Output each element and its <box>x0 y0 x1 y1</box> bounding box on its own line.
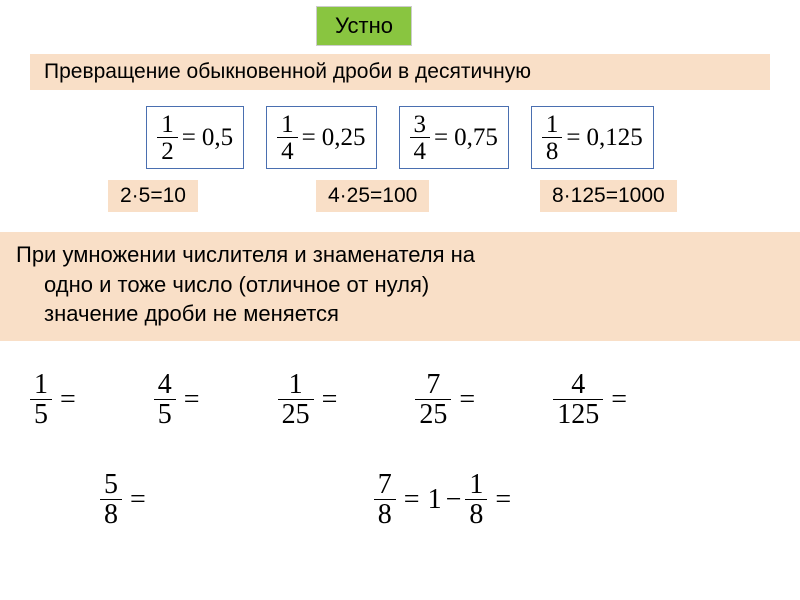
exercise-row-2: 5 8 = 7 8 = 1 − 1 8 = <box>100 470 740 529</box>
fraction: 1 2 <box>157 111 178 164</box>
numerator: 1 <box>157 111 178 137</box>
multiplication-1: 2·5=10 <box>108 180 198 212</box>
multiplication-2: 4·25=100 <box>316 180 429 212</box>
rule-box: При умножении числителя и знаменателя на… <box>0 232 800 341</box>
multiplication-3: 8·125=1000 <box>540 180 677 212</box>
equals: = <box>302 124 316 152</box>
header-badge: Устно <box>316 6 412 46</box>
equals: = <box>459 384 475 416</box>
denominator: 5 <box>154 399 176 429</box>
equals: = <box>130 484 146 516</box>
spacer <box>154 470 374 529</box>
mult-text: 2·5=10 <box>120 184 186 207</box>
rule-line3: значение дроби не меняется <box>16 299 784 329</box>
fraction: 1 8 <box>465 470 487 529</box>
exercise-row-1: 1 5 = 4 5 = 1 25 = 7 25 = 4 125 = <box>30 370 770 429</box>
example-1: 1 2 = 0,5 <box>146 106 244 169</box>
denominator: 8 <box>100 499 122 529</box>
numerator: 4 <box>154 370 176 399</box>
denominator: 4 <box>410 137 431 164</box>
decimal: 0,5 <box>202 124 233 152</box>
denominator: 8 <box>542 137 563 164</box>
equals: = <box>322 384 338 416</box>
equals: = <box>611 384 627 416</box>
numerator: 7 <box>422 370 444 399</box>
whole-number: 1 <box>428 484 442 516</box>
exercise-item: 1 5 = <box>30 370 84 429</box>
example-4: 1 8 = 0,125 <box>531 106 654 169</box>
subtitle-bar: Превращение обыкновенной дроби в десятич… <box>30 54 770 90</box>
numerator: 3 <box>410 111 431 137</box>
numerator: 1 <box>30 370 52 399</box>
numerator: 1 <box>465 470 487 499</box>
subtitle-text: Превращение обыкновенной дроби в десятич… <box>44 60 531 83</box>
equals: = <box>182 124 196 152</box>
denominator: 2 <box>157 137 178 164</box>
numerator: 4 <box>567 370 589 399</box>
fraction: 7 25 <box>415 370 451 429</box>
equals: = <box>60 384 76 416</box>
header-label: Устно <box>335 13 393 38</box>
fraction: 7 8 <box>374 470 396 529</box>
mult-text: 4·25=100 <box>328 184 417 207</box>
fraction: 1 4 <box>277 111 298 164</box>
denominator: 4 <box>277 137 298 164</box>
equals: = <box>495 484 511 516</box>
exercise-item: 1 25 = <box>278 370 346 429</box>
equals: = <box>184 384 200 416</box>
equals: = <box>434 124 448 152</box>
fraction: 1 8 <box>542 111 563 164</box>
equals: = <box>566 124 580 152</box>
denominator: 5 <box>30 399 52 429</box>
equals: = <box>404 484 420 516</box>
rule-line1: При умножении числителя и знаменателя на <box>16 242 475 267</box>
decimal: 0,25 <box>322 124 366 152</box>
exercise-item: 4 125 = <box>553 370 635 429</box>
mult-text: 8·125=1000 <box>552 184 665 207</box>
denominator: 25 <box>415 399 451 429</box>
exercise-item: 4 5 = <box>154 370 208 429</box>
decimal: 0,125 <box>586 124 642 152</box>
denominator: 25 <box>278 399 314 429</box>
exercise-item: 5 8 = <box>100 470 154 529</box>
example-2: 1 4 = 0,25 <box>266 106 376 169</box>
fraction: 5 8 <box>100 470 122 529</box>
numerator: 1 <box>542 111 563 137</box>
rule-line2: одно и тоже число (отличное от нуля) <box>16 270 784 300</box>
fraction: 4 5 <box>154 370 176 429</box>
numerator: 5 <box>100 470 122 499</box>
denominator: 8 <box>374 499 396 529</box>
numerator: 1 <box>285 370 307 399</box>
example-3: 3 4 = 0,75 <box>399 106 509 169</box>
numerator: 7 <box>374 470 396 499</box>
denominator: 125 <box>553 399 603 429</box>
minus: − <box>446 484 462 516</box>
fraction: 3 4 <box>410 111 431 164</box>
fraction: 4 125 <box>553 370 603 429</box>
fraction: 1 5 <box>30 370 52 429</box>
decimal: 0,75 <box>454 124 498 152</box>
numerator: 1 <box>277 111 298 137</box>
fraction: 1 25 <box>278 370 314 429</box>
exercise-item: 7 25 = <box>415 370 483 429</box>
examples-row: 1 2 = 0,5 1 4 = 0,25 3 4 = 0,75 1 8 = 0,… <box>0 106 800 169</box>
denominator: 8 <box>465 499 487 529</box>
exercise-item-subtraction: 7 8 = 1 − 1 8 = <box>374 470 519 529</box>
